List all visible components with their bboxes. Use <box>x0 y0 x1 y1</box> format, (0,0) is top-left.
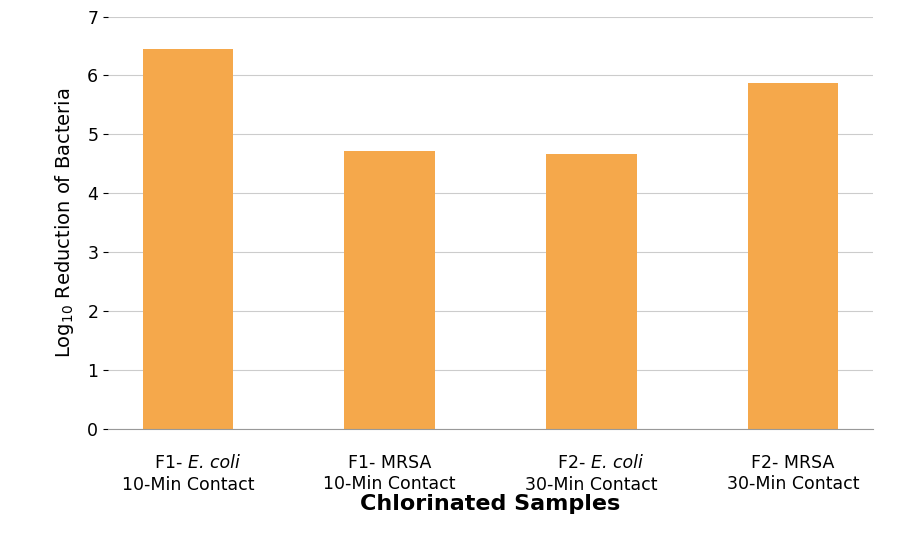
Text: F2- MRSA
30-Min Contact: F2- MRSA 30-Min Contact <box>726 454 860 493</box>
Bar <box>143 49 233 429</box>
Bar <box>345 151 435 429</box>
Text: F2-: F2- <box>558 454 591 472</box>
Text: F1- MRSA
10-Min Contact: F1- MRSA 10-Min Contact <box>323 454 456 493</box>
Text: E. coli: E. coli <box>188 454 240 472</box>
Bar <box>748 83 838 429</box>
Bar <box>546 154 636 429</box>
Y-axis label: Log$_{10}$ Reduction of Bacteria: Log$_{10}$ Reduction of Bacteria <box>53 87 76 358</box>
Text: 10-Min Contact: 10-Min Contact <box>122 476 255 494</box>
Text: 30-Min Contact: 30-Min Contact <box>525 476 658 494</box>
Text: E. coli: E. coli <box>591 454 644 472</box>
X-axis label: Chlorinated Samples: Chlorinated Samples <box>360 494 621 514</box>
Text: F1-: F1- <box>156 454 188 472</box>
